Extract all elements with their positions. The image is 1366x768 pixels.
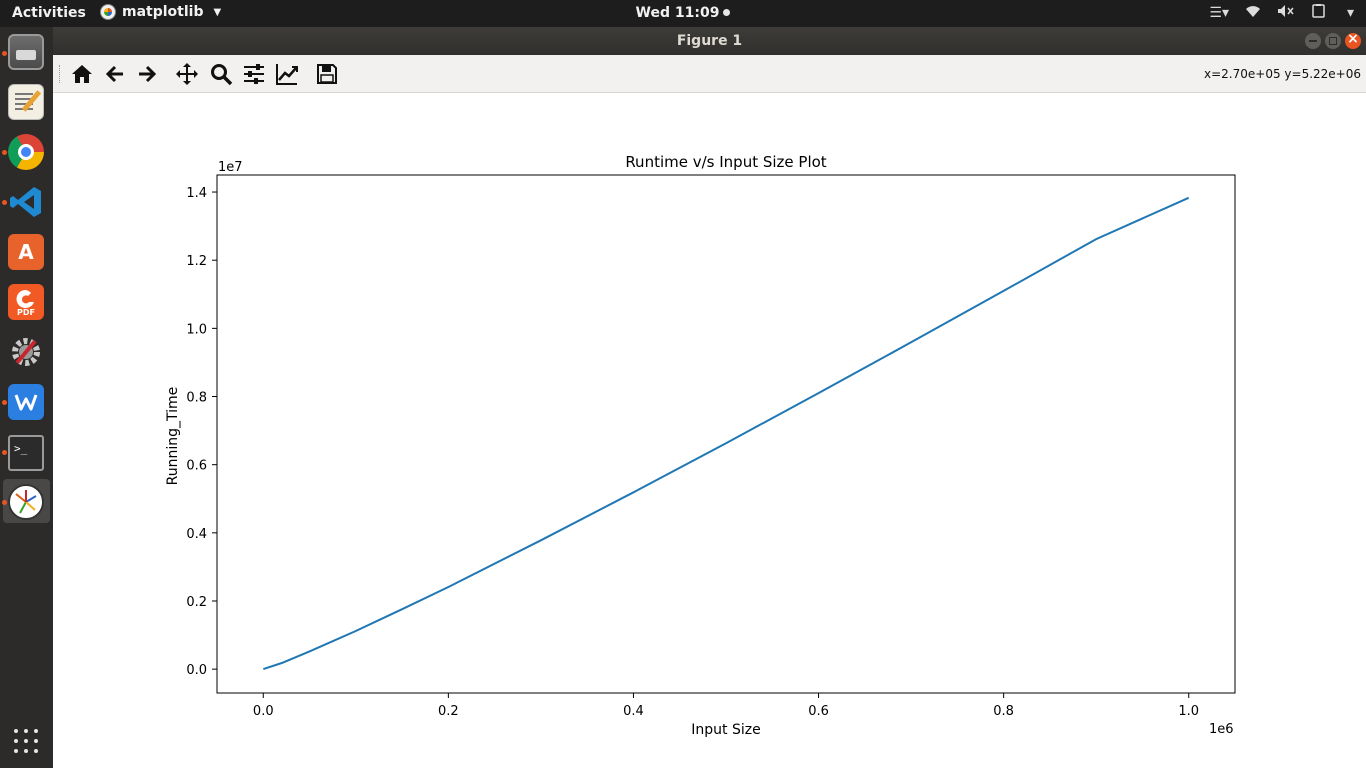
- show-applications-icon[interactable]: [14, 729, 38, 753]
- y-tick-label: 1.4: [186, 186, 207, 201]
- home-button[interactable]: [68, 61, 96, 87]
- x-tick-label: 0.8: [993, 704, 1014, 719]
- files-icon[interactable]: [8, 34, 44, 70]
- running-indicator: [2, 450, 7, 455]
- system-tray[interactable]: ☰▾ ▾: [1209, 4, 1354, 22]
- foxit-pdf-icon[interactable]: [8, 284, 44, 320]
- configure-subplots-button[interactable]: [240, 61, 268, 87]
- y-axis-label: Running_Time: [165, 387, 181, 486]
- window-titlebar[interactable]: Figure 1: [53, 27, 1366, 55]
- pan-move-icon: [176, 63, 198, 85]
- vscode-icon[interactable]: [8, 184, 44, 220]
- dock: [0, 27, 53, 768]
- series-line: [262, 196, 1190, 671]
- zoom-button[interactable]: [207, 61, 235, 87]
- back-button[interactable]: [101, 61, 129, 87]
- running-indicator: [2, 400, 7, 405]
- minimize-button[interactable]: [1305, 33, 1321, 49]
- configure-subplots-icon: [244, 64, 264, 84]
- x-tick-label: 0.6: [808, 704, 829, 719]
- running-indicator: [2, 500, 7, 505]
- running-indicator: [2, 200, 7, 205]
- y-offset-label: 1e7: [218, 160, 243, 175]
- home-icon: [72, 65, 92, 83]
- save-button[interactable]: [313, 61, 341, 87]
- chart-title: Runtime v/s Input Size Plot: [625, 153, 826, 171]
- zoom-magnifier-icon: [211, 64, 233, 86]
- volume-muted-icon[interactable]: [1277, 4, 1295, 22]
- x-tick-label: 1.0: [1178, 704, 1199, 719]
- app-menu-label: matplotlib: [122, 4, 204, 20]
- forward-button[interactable]: [133, 61, 161, 87]
- close-button[interactable]: [1345, 31, 1361, 49]
- maximize-button[interactable]: [1325, 33, 1341, 49]
- clock-text: Wed 11:09: [635, 5, 720, 21]
- edit-axis-button[interactable]: [273, 61, 301, 87]
- axes-frame: [216, 174, 1236, 694]
- software-center-icon[interactable]: [8, 234, 44, 270]
- y-tick-label: 0.0: [186, 663, 207, 678]
- y-tick-label: 0.8: [186, 391, 207, 406]
- running-indicator: [2, 150, 7, 155]
- forward-arrow-icon: [139, 65, 157, 83]
- battery-icon[interactable]: [1311, 4, 1331, 22]
- terminal-icon[interactable]: [8, 435, 44, 471]
- text-editor-icon[interactable]: [8, 84, 44, 120]
- y-tick-label: 0.2: [186, 595, 207, 610]
- chrome-icon[interactable]: [8, 134, 44, 170]
- figure-toolbar: x=2.70e+05 y=5.22e+06: [53, 55, 1366, 93]
- x-tick-label: 0.4: [623, 704, 644, 719]
- x-axis-label: Input Size: [691, 722, 760, 738]
- power-menu-caret-icon[interactable]: ▾: [1346, 5, 1354, 21]
- cursor-coordinates: x=2.70e+05 y=5.22e+06: [1204, 67, 1361, 81]
- pan-button[interactable]: [173, 61, 201, 87]
- matplotlib-app-icon: [100, 4, 116, 20]
- top-bar: Activities matplotlib ▼ Wed 11:09 ☰▾ ▾: [0, 0, 1366, 27]
- x-tick-label: 0.2: [438, 704, 459, 719]
- wps-office-icon[interactable]: [8, 384, 44, 420]
- activities-button[interactable]: Activities: [12, 5, 86, 21]
- system-settings-icon[interactable]: [8, 334, 44, 370]
- running-indicator: [2, 51, 7, 56]
- window-title: Figure 1: [676, 33, 743, 49]
- x-tick-label: 0.0: [253, 704, 274, 719]
- edit-axis-icon: [276, 64, 298, 85]
- y-tick-label: 1.0: [186, 322, 207, 337]
- line-chart: Runtime v/s Input Size Plot 1e7 1e6 Inpu…: [165, 153, 1236, 738]
- notification-dot-icon: [723, 9, 731, 16]
- wifi-icon[interactable]: [1245, 4, 1261, 22]
- matplotlib-icon[interactable]: [8, 484, 44, 520]
- figure-canvas[interactable]: Runtime v/s Input Size Plot 1e7 1e6 Inpu…: [53, 93, 1366, 768]
- y-tick-label: 0.6: [186, 459, 207, 474]
- y-tick-label: 0.4: [186, 527, 207, 542]
- chevron-down-icon: ▼: [213, 6, 222, 18]
- toolbar-grip[interactable]: [59, 65, 63, 83]
- y-tick-label: 1.2: [186, 254, 207, 269]
- back-arrow-icon: [105, 65, 123, 83]
- input-method-icon[interactable]: ☰▾: [1209, 5, 1229, 21]
- x-offset-label: 1e6: [1209, 722, 1234, 737]
- save-disk-icon: [317, 64, 337, 84]
- app-menu[interactable]: matplotlib ▼: [100, 4, 221, 20]
